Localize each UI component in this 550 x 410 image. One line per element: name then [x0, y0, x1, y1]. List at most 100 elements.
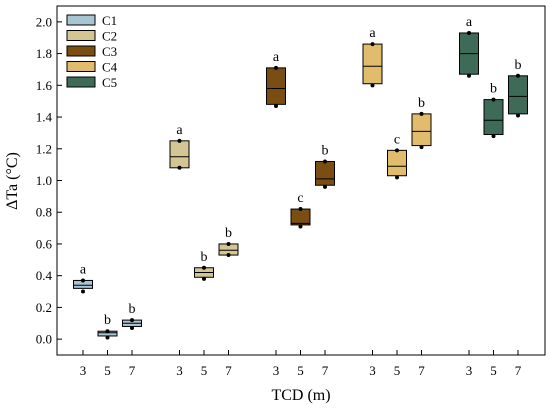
x-tick-label: 7: [225, 363, 232, 378]
box-C4-tcd-3: a: [362, 26, 383, 88]
min-point: [226, 253, 231, 258]
y-axis-title: ΔTa (°C): [4, 152, 21, 210]
min-point: [323, 184, 327, 189]
boxes-layer: a b b a b b a c b a c b a b b: [73, 15, 528, 340]
box-body: [266, 67, 286, 105]
box-body: [315, 160, 335, 186]
box-C5-tcd-3: a: [459, 15, 479, 78]
x-tick-label: 5: [490, 363, 497, 378]
box-C1-tcd-7: b: [122, 302, 142, 331]
x-tick-label: 3: [369, 363, 376, 378]
legend-label-C2: C2: [102, 29, 117, 44]
max-point: [395, 148, 399, 153]
y-tick-label: 1.0: [36, 173, 52, 188]
y-tick-label: 0.6: [36, 236, 53, 251]
max-point: [81, 278, 85, 283]
significance-label: a: [80, 262, 87, 277]
max-point: [226, 241, 231, 246]
x-tick-label: 5: [201, 363, 208, 378]
box-body: [411, 113, 432, 147]
significance-label: b: [201, 250, 208, 265]
max-point: [105, 329, 110, 334]
min-point: [274, 103, 278, 108]
x-tick-label: 7: [515, 363, 522, 378]
significance-label: c: [297, 191, 303, 206]
significance-label: a: [273, 50, 280, 65]
significance-label: b: [515, 58, 522, 73]
min-point: [177, 165, 182, 170]
max-point: [274, 65, 278, 70]
max-point: [467, 30, 471, 35]
max-point: [202, 265, 206, 270]
legend-label-C5: C5: [102, 75, 117, 90]
x-tick-label: 5: [394, 363, 401, 378]
significance-label: b: [104, 313, 111, 328]
y-tick-label: 1.8: [36, 46, 52, 61]
x-tick-label: 7: [418, 363, 425, 378]
box-C3-tcd-7: b: [315, 143, 335, 189]
y-tick-label: 1.4: [36, 110, 53, 125]
significance-label: a: [466, 15, 473, 30]
box-body: [508, 75, 528, 115]
box-C1-tcd-5: b: [97, 313, 118, 340]
legend-label-C3: C3: [102, 44, 117, 59]
max-point: [130, 318, 134, 323]
significance-label: a: [176, 123, 183, 138]
x-tick-label: 3: [273, 363, 280, 378]
significance-label: b: [418, 96, 425, 111]
min-point: [467, 73, 471, 78]
legend-label-C4: C4: [102, 60, 118, 75]
min-point: [516, 113, 520, 118]
max-point: [298, 207, 303, 212]
box-C4-tcd-5: c: [387, 132, 407, 180]
x-tick-label: 3: [80, 363, 87, 378]
min-point: [491, 134, 496, 139]
box-body: [290, 208, 311, 226]
y-tick-label: 1.6: [36, 78, 53, 93]
min-point: [81, 289, 85, 294]
min-point: [105, 335, 110, 340]
box-C2-tcd-5: b: [194, 250, 214, 281]
box-C3-tcd-5: c: [290, 191, 311, 229]
box-body: [387, 149, 407, 177]
box-C2-tcd-3: a: [169, 123, 190, 170]
max-point: [323, 159, 327, 164]
min-point: [370, 83, 375, 88]
max-point: [419, 111, 424, 116]
box-C2-tcd-7: b: [218, 226, 239, 258]
legend-swatch-C1: [66, 14, 96, 26]
min-point: [419, 145, 424, 150]
box-C4-tcd-7: b: [411, 96, 432, 150]
min-point: [202, 276, 206, 281]
y-axis: 0.0 0.2 0.4 0.6 0.8 1.0 1.2 1.4 1.6 1.8 2.0: [36, 14, 62, 347]
significance-label: b: [490, 82, 497, 97]
significance-label: c: [394, 132, 400, 147]
min-point: [298, 224, 303, 229]
legend-swatch-C5: [66, 76, 96, 88]
significance-label: b: [322, 143, 329, 158]
box-C5-tcd-7: b: [508, 58, 528, 118]
x-tick-label: 3: [176, 363, 183, 378]
box-body: [362, 43, 383, 85]
y-tick-label: 0.2: [36, 300, 52, 315]
x-tick-label: 5: [297, 363, 304, 378]
box-C5-tcd-5: b: [483, 82, 504, 139]
max-point: [491, 97, 496, 102]
x-axis: 3 5 7 3 5 7 3 5 7 3 5 7 3 5 7: [80, 350, 522, 378]
y-tick-label: 0.4: [36, 268, 53, 283]
significance-label: b: [129, 302, 136, 317]
legend-swatch-C2: [66, 30, 96, 41]
min-point: [130, 326, 134, 331]
box-body: [169, 140, 190, 169]
max-point: [177, 138, 182, 143]
x-tick-label: 7: [322, 363, 329, 378]
x-tick-label: 5: [104, 363, 111, 378]
legend-label-C1: C1: [102, 13, 117, 28]
max-point: [370, 42, 375, 47]
significance-label: a: [369, 26, 376, 41]
box-C1-tcd-3: a: [73, 262, 93, 294]
x-tick-label: 7: [129, 363, 136, 378]
y-tick-label: 0.0: [36, 332, 52, 347]
